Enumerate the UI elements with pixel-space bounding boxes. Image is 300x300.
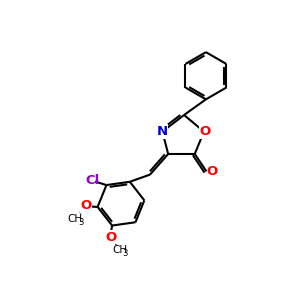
Text: CH: CH [112,245,127,255]
Text: 3: 3 [122,249,128,258]
Text: O: O [206,165,218,178]
Text: O: O [80,199,92,212]
Text: Cl: Cl [85,174,99,187]
Text: 3: 3 [78,218,83,226]
Text: O: O [106,231,117,244]
Text: N: N [156,125,167,138]
Text: O: O [200,125,211,138]
Text: CH: CH [68,214,83,224]
